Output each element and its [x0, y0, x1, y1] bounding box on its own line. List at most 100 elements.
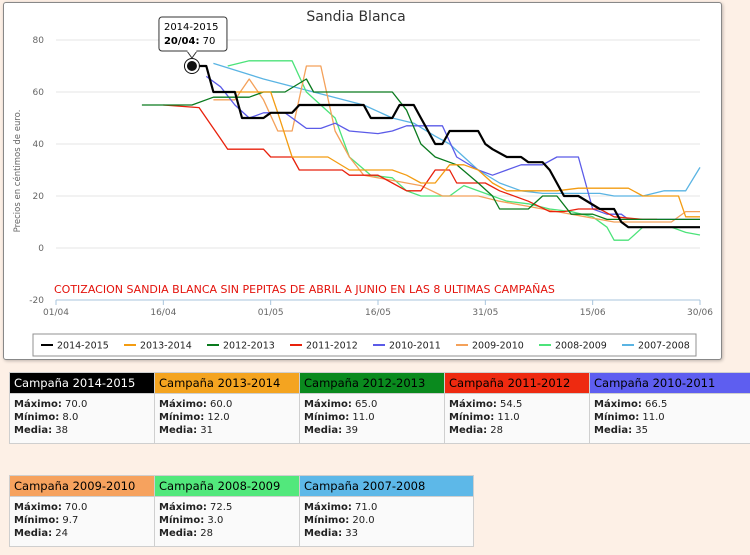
campaign-max: Máximo: 60.0 — [155, 398, 328, 411]
x-tick-label: 01/05 — [258, 308, 284, 318]
y-axis-label: Precios en céntimos de euro. — [12, 110, 23, 233]
legend-item-2014-2015[interactable]: 2014-2015 — [41, 341, 109, 352]
campaign-card: Campaña 2007-2008 Máximo: 71.0 Mínimo: 20.… — [299, 475, 474, 547]
x-tick-label: 16/05 — [365, 308, 391, 318]
campaign-max-label: Máximo: — [304, 399, 352, 410]
campaign-max-value: 54.5 — [496, 399, 523, 410]
campaign-min-label: Mínimo: — [304, 412, 350, 423]
series-line-2009-2010 — [213, 65, 700, 223]
series-line-2007-2008 — [213, 62, 701, 197]
campaign-card-body: Máximo: 72.5 Mínimo: 3.0 Media: 28 — [155, 497, 328, 540]
campaign-min-value: 9.7 — [59, 515, 79, 526]
campaign-max-value: 70.0 — [61, 399, 88, 410]
legend-label: 2012-2013 — [223, 341, 275, 352]
legend-label: 2010-2011 — [389, 341, 441, 352]
campaign-mean: Media: 39 — [300, 424, 473, 437]
campaign-mean-value: 28 — [197, 528, 213, 539]
legend-item-2008-2009[interactable]: 2008-2009 — [539, 341, 607, 352]
campaign-mean-value: 39 — [342, 425, 358, 436]
campaign-card-title: Campaña 2010-2011 — [590, 373, 750, 394]
campaign-mean: Media: 24 — [10, 527, 183, 540]
campaign-min-value: 3.0 — [204, 515, 224, 526]
campaign-max-label: Máximo: — [14, 399, 62, 410]
campaign-mean-value: 33 — [342, 528, 358, 539]
campaign-min-value: 12.0 — [204, 412, 230, 423]
x-tick-label: 01/04 — [43, 308, 69, 318]
x-tick-label: 30/06 — [687, 308, 713, 318]
campaign-max: Máximo: 65.0 — [300, 398, 473, 411]
series-line-2013-2014 — [234, 91, 700, 218]
campaign-card-title: Campaña 2008-2009 — [155, 476, 328, 497]
y-tick-label: 20 — [33, 192, 45, 202]
campaign-mean-label: Media: — [14, 425, 53, 436]
legend-label: 2014-2015 — [57, 341, 109, 352]
campaign-min-label: Mínimo: — [14, 515, 60, 526]
campaign-max: Máximo: 70.0 — [10, 398, 183, 411]
campaign-card-body: Máximo: 66.5 Mínimo: 11.0 Media: 35 — [590, 394, 750, 437]
campaign-min-value: 11.0 — [494, 412, 520, 423]
legend-label: 2011-2012 — [306, 341, 358, 352]
y-tick-label: 40 — [33, 140, 45, 150]
campaign-mean-value: 38 — [52, 425, 68, 436]
campaign-max-value: 60.0 — [206, 399, 233, 410]
campaign-max-value: 65.0 — [351, 399, 378, 410]
legend-item-2011-2012[interactable]: 2011-2012 — [290, 341, 358, 352]
tooltip-pointer — [186, 50, 198, 59]
y-tick-label: -20 — [29, 296, 44, 306]
campaign-card-title: Campaña 2012-2013 — [300, 373, 473, 394]
campaign-mean: Media: 35 — [590, 424, 750, 437]
legend-label: 2013-2014 — [140, 341, 192, 352]
series-line-2012-2013 — [141, 78, 700, 221]
y-tick-label: 0 — [38, 244, 44, 254]
tooltip-value: 20/04: 70 — [164, 36, 215, 47]
campaign-max: Máximo: 70.0 — [10, 501, 183, 514]
campaign-mean: Media: 28 — [445, 424, 618, 437]
campaign-max: Máximo: 66.5 — [590, 398, 750, 411]
campaign-card-title: Campaña 2009-2010 — [10, 476, 183, 497]
line-chart: -20 0 20 40 60 80 01/04 16/04 01/05 16/05 31/05 15/… — [12, 9, 713, 357]
series-line-2011-2012 — [163, 104, 658, 221]
campaign-min: Mínimo: 3.0 — [155, 514, 328, 527]
legend-item-2012-2013[interactable]: 2012-2013 — [207, 341, 275, 352]
legend-item-2013-2014[interactable]: 2013-2014 — [124, 341, 192, 352]
campaign-min-value: 11.0 — [349, 412, 375, 423]
campaign-mean-label: Media: — [14, 528, 53, 539]
campaign-mean: Media: 33 — [300, 527, 473, 540]
campaign-min: Mínimo: 8.0 — [10, 411, 183, 424]
legend-box — [32, 333, 697, 357]
campaign-min: Mínimo: 9.7 — [10, 514, 183, 527]
campaign-max-value: 70.0 — [61, 502, 88, 513]
campaign-mean-value: 28 — [487, 425, 503, 436]
campaign-min-label: Mínimo: — [594, 412, 640, 423]
campaign-mean: Media: 38 — [10, 424, 183, 437]
tooltip-date: 20/04: — [164, 36, 199, 47]
legend[interactable]: 2014-2015 2013-2014 2012-2013 2011-2012 2010… — [32, 333, 697, 357]
campaign-card-body: Máximo: 65.0 Mínimo: 11.0 Media: 39 — [300, 394, 473, 437]
tooltip-number: 70 — [199, 36, 215, 47]
tooltip-point-marker — [184, 59, 199, 73]
x-tick-label: 16/04 — [150, 308, 176, 318]
chart-annotation: COTIZACION SANDIA BLANCA SIN PEPITAS DE … — [54, 283, 555, 296]
campaign-min-label: Mínimo: — [449, 412, 495, 423]
campaign-card-title: Campaña 2014-2015 — [10, 373, 183, 394]
tooltip-pointer-cover — [187, 49, 197, 52]
legend-item-2007-2008[interactable]: 2007-2008 — [622, 341, 690, 352]
campaign-mean: Media: 31 — [155, 424, 328, 437]
campaign-card: Campaña 2010-2011 Máximo: 66.5 Mínimo: 11.… — [589, 372, 750, 444]
campaign-mean-label: Media: — [304, 425, 343, 436]
campaign-card-body: Máximo: 54.5 Mínimo: 11.0 Media: 28 — [445, 394, 618, 437]
legend-item-2010-2011[interactable]: 2010-2011 — [373, 341, 441, 352]
campaign-min: Mínimo: 20.0 — [300, 514, 473, 527]
campaign-mean-value: 35 — [632, 425, 648, 436]
campaign-mean-label: Media: — [159, 425, 198, 436]
campaign-card-body: Máximo: 60.0 Mínimo: 12.0 Media: 31 — [155, 394, 328, 437]
legend-label: 2009-2010 — [472, 341, 524, 352]
campaign-min-value: 8.0 — [59, 412, 79, 423]
campaign-max: Máximo: 72.5 — [155, 501, 328, 514]
tooltip: 2014-2015 20/04: 70 — [158, 16, 228, 74]
campaign-max-label: Máximo: — [304, 502, 352, 513]
tooltip-title: 2014-2015 — [164, 22, 219, 33]
campaign-min: Mínimo: 11.0 — [590, 411, 750, 424]
campaign-max-label: Máximo: — [14, 502, 62, 513]
legend-item-2009-2010[interactable]: 2009-2010 — [456, 341, 524, 352]
